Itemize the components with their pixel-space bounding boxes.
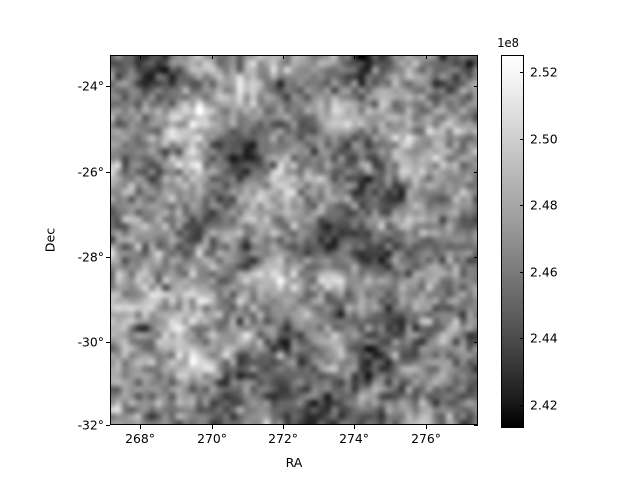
x-tick-mark-top bbox=[283, 55, 285, 59]
colorbar-tick-label: 2.50 bbox=[530, 131, 558, 147]
x-tick-label: 276° bbox=[411, 431, 441, 446]
x-tick-mark-top bbox=[212, 55, 214, 59]
colorbar-offset-text: 1e8 bbox=[497, 36, 520, 50]
x-tick-label: 274° bbox=[339, 431, 369, 446]
y-tick-mark-right bbox=[474, 342, 478, 344]
x-tick-label: 272° bbox=[268, 431, 298, 446]
colorbar-tick-label: 2.48 bbox=[530, 197, 558, 213]
colorbar-tick-label: 2.52 bbox=[530, 64, 558, 80]
x-tick-label: 270° bbox=[197, 431, 227, 446]
y-tick-label: -24° bbox=[77, 78, 104, 94]
colorbar[interactable] bbox=[501, 55, 524, 428]
y-tick-mark-right bbox=[474, 172, 478, 174]
sky-map-axes[interactable] bbox=[110, 55, 478, 425]
y-tick-mark bbox=[106, 342, 110, 344]
y-tick-label: -32° bbox=[77, 417, 104, 433]
x-tick-label: 268° bbox=[125, 431, 155, 446]
colorbar-tick-label: 2.42 bbox=[530, 397, 558, 413]
y-tick-mark-right bbox=[474, 86, 478, 88]
x-axis-label: RA bbox=[285, 455, 303, 470]
colorbar-tick-mark bbox=[520, 205, 524, 207]
y-tick-label: -30° bbox=[77, 334, 104, 350]
x-tick-mark bbox=[283, 425, 285, 429]
colorbar-tick-label: 2.44 bbox=[530, 330, 558, 346]
x-tick-mark-top bbox=[140, 55, 142, 59]
sky-map-image bbox=[111, 56, 477, 424]
y-tick-mark bbox=[106, 172, 110, 174]
y-tick-label: -28° bbox=[77, 249, 104, 265]
y-tick-mark-right bbox=[474, 257, 478, 259]
y-tick-mark-right bbox=[474, 425, 478, 427]
x-tick-mark bbox=[212, 425, 214, 429]
y-tick-mark bbox=[106, 425, 110, 427]
y-tick-label: -26° bbox=[77, 164, 104, 180]
colorbar-tick-mark bbox=[520, 272, 524, 274]
x-tick-mark bbox=[426, 425, 428, 429]
colorbar-tick-mark bbox=[520, 338, 524, 340]
y-axis-label: Dec bbox=[42, 227, 58, 253]
x-tick-mark-top bbox=[354, 55, 356, 59]
colorbar-tick-label: 2.46 bbox=[530, 264, 558, 280]
colorbar-tick-mark bbox=[520, 139, 524, 141]
x-tick-mark bbox=[354, 425, 356, 429]
x-tick-mark-top bbox=[426, 55, 428, 59]
colorbar-tick-mark bbox=[520, 72, 524, 74]
y-tick-mark bbox=[106, 257, 110, 259]
y-tick-mark bbox=[106, 86, 110, 88]
colorbar-tick-mark bbox=[520, 405, 524, 407]
x-tick-mark bbox=[140, 425, 142, 429]
